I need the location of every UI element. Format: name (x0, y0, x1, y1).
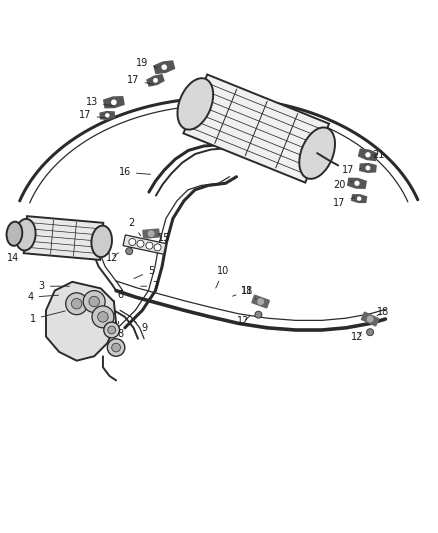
Circle shape (255, 311, 262, 318)
Polygon shape (104, 97, 124, 108)
Text: 6: 6 (114, 290, 124, 302)
Ellipse shape (7, 222, 22, 246)
Text: 2: 2 (128, 217, 141, 236)
Ellipse shape (15, 219, 35, 251)
Text: 20: 20 (333, 181, 353, 190)
Circle shape (98, 312, 108, 322)
Text: 18: 18 (377, 308, 389, 318)
Circle shape (71, 298, 82, 309)
Text: 8: 8 (117, 321, 124, 340)
Circle shape (107, 339, 125, 356)
Circle shape (146, 242, 153, 249)
Circle shape (92, 306, 114, 328)
Circle shape (154, 244, 161, 251)
Text: 16: 16 (119, 167, 151, 177)
Circle shape (366, 153, 370, 157)
Circle shape (258, 299, 263, 304)
Circle shape (106, 114, 109, 117)
Text: 11: 11 (233, 286, 254, 296)
Polygon shape (24, 216, 103, 260)
Ellipse shape (177, 78, 213, 130)
Text: 21: 21 (373, 150, 385, 160)
Text: 19: 19 (136, 58, 157, 68)
Polygon shape (123, 235, 166, 254)
Text: 10: 10 (216, 266, 230, 288)
Ellipse shape (92, 225, 112, 257)
Polygon shape (360, 164, 376, 172)
Polygon shape (143, 229, 159, 238)
Circle shape (112, 100, 116, 104)
Polygon shape (361, 312, 379, 326)
Polygon shape (46, 282, 116, 361)
Circle shape (129, 238, 136, 246)
Polygon shape (184, 75, 329, 183)
Polygon shape (100, 111, 114, 119)
Text: 7: 7 (141, 281, 159, 291)
Text: 9: 9 (134, 321, 148, 333)
Text: 17: 17 (342, 165, 361, 175)
Text: 1: 1 (30, 311, 65, 324)
Circle shape (148, 231, 154, 237)
Circle shape (108, 326, 116, 334)
Circle shape (112, 343, 120, 352)
Circle shape (66, 293, 88, 314)
Text: 3: 3 (39, 281, 70, 291)
Text: 12: 12 (237, 316, 250, 326)
Text: 5: 5 (134, 266, 154, 279)
Text: 12: 12 (106, 253, 118, 263)
Circle shape (104, 322, 120, 338)
Circle shape (355, 181, 359, 185)
Circle shape (366, 166, 370, 169)
Circle shape (162, 65, 166, 69)
Circle shape (83, 290, 105, 312)
Ellipse shape (299, 127, 335, 179)
Text: 14: 14 (7, 248, 30, 263)
Polygon shape (352, 195, 367, 203)
Text: 17: 17 (127, 75, 153, 85)
Circle shape (367, 316, 373, 322)
Polygon shape (359, 149, 377, 160)
Polygon shape (154, 61, 175, 74)
Text: 17: 17 (333, 197, 354, 208)
Polygon shape (147, 75, 164, 86)
Polygon shape (348, 179, 366, 188)
Circle shape (89, 296, 99, 307)
Text: 12: 12 (351, 332, 363, 342)
Text: 17: 17 (79, 110, 107, 120)
Circle shape (126, 248, 133, 255)
Text: 13: 13 (86, 97, 113, 107)
Circle shape (357, 197, 361, 200)
Text: 18: 18 (241, 286, 256, 300)
Text: 4: 4 (28, 292, 59, 302)
Polygon shape (252, 295, 269, 308)
Circle shape (154, 78, 157, 82)
Circle shape (367, 329, 374, 336)
Circle shape (137, 240, 144, 247)
Text: 15: 15 (158, 233, 170, 243)
